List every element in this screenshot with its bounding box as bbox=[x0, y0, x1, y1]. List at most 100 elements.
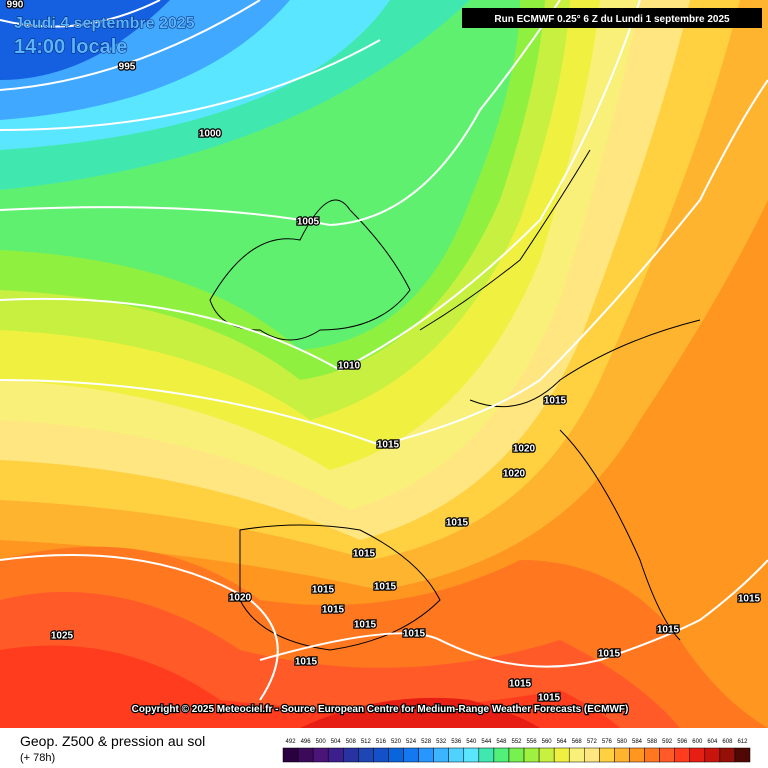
isobar-label: 1000 bbox=[199, 129, 222, 140]
colorbar-swatch bbox=[388, 747, 404, 763]
colorbar-label: 536 bbox=[451, 739, 462, 745]
isobar-label: 1015 bbox=[377, 440, 400, 451]
isobar-label: 1020 bbox=[503, 469, 526, 480]
run-label: Run ECMWF 0.25° 6 Z du Lundi 1 septembre… bbox=[494, 14, 730, 25]
colorbar-swatch bbox=[373, 747, 389, 763]
band bbox=[300, 697, 540, 728]
forecast-date: Jeudi 4 septembre 2025 bbox=[14, 15, 195, 32]
coastline bbox=[209, 199, 411, 341]
colorbar-swatch bbox=[689, 747, 706, 763]
isobar-label: 1015 bbox=[738, 594, 761, 605]
colorbar-label: 584 bbox=[632, 739, 643, 745]
isobar-label: 1015 bbox=[544, 396, 567, 407]
colorbar-label: 548 bbox=[496, 739, 507, 745]
isobar bbox=[0, 79, 768, 447]
isobar-label: 1015 bbox=[403, 629, 426, 640]
colorbar-swatch bbox=[719, 747, 736, 763]
colorbar-swatch bbox=[327, 747, 344, 763]
colorbar-swatch bbox=[433, 747, 449, 763]
colorbar-swatch bbox=[568, 747, 585, 763]
map-area bbox=[0, 0, 768, 728]
colorbar-swatch bbox=[599, 747, 615, 763]
colorbar-label: 600 bbox=[692, 739, 703, 745]
isobar-label: 1015 bbox=[598, 649, 621, 660]
isobar-label: 1015 bbox=[446, 518, 469, 529]
isobar-labels: 990 995 1000 1005 1010 1015 1015 1020 10… bbox=[5, 0, 761, 705]
colorbar-label: 500 bbox=[316, 739, 327, 745]
colorbar-label: 552 bbox=[511, 739, 522, 745]
colorbar-label: 540 bbox=[466, 739, 477, 745]
colorbar-label: 512 bbox=[361, 739, 372, 745]
colorbar-label: 608 bbox=[722, 739, 733, 745]
colorbar-swatch bbox=[463, 747, 480, 763]
isobar bbox=[259, 559, 768, 668]
isobar-label: 1015 bbox=[353, 549, 376, 560]
isobar bbox=[0, 0, 561, 227]
colorbar-label: 520 bbox=[391, 739, 402, 745]
colorbar-label: 568 bbox=[572, 739, 583, 745]
copyright: Copyright © 2025 Meteociel.fr - Source E… bbox=[132, 704, 629, 715]
colorbar-swatch bbox=[674, 747, 690, 763]
run-box bbox=[462, 8, 762, 28]
colorbar-swatch bbox=[282, 747, 299, 763]
colorbar-label: 496 bbox=[301, 739, 312, 745]
colorbar-swatch bbox=[523, 747, 540, 763]
colorbar-label: 532 bbox=[436, 739, 447, 745]
colorbar-swatch bbox=[629, 747, 645, 763]
colorbar-swatch bbox=[343, 747, 359, 763]
colorbar-label: 596 bbox=[677, 739, 688, 745]
isobar-label: 1015 bbox=[657, 625, 680, 636]
colorbar-swatch bbox=[403, 747, 419, 763]
isobar-label: 1015 bbox=[295, 657, 318, 668]
colorbar-swatch bbox=[312, 747, 329, 763]
colorbar-label: 572 bbox=[587, 739, 598, 745]
isobar-label: 1015 bbox=[509, 679, 532, 690]
colorbar-swatch bbox=[418, 747, 434, 763]
colorbar-swatch bbox=[448, 747, 465, 763]
colorbar-swatch bbox=[553, 747, 570, 763]
colorbar-swatch bbox=[584, 747, 600, 763]
colorbar-label: 576 bbox=[602, 739, 613, 745]
colorbar: 492 496 500 504 508 512 516 520 524 528 532 536 540 5… bbox=[282, 739, 751, 763]
isobar-label: 1015 bbox=[538, 693, 561, 704]
isobar-label: 1015 bbox=[374, 582, 397, 593]
isobar-label: 1010 bbox=[338, 361, 361, 372]
colorbar-label: 556 bbox=[527, 739, 538, 745]
colorbar-swatch bbox=[508, 747, 525, 763]
isobar bbox=[0, 0, 641, 372]
colorbar-swatch bbox=[644, 747, 660, 763]
colorbar-label: 516 bbox=[376, 739, 387, 745]
isobar bbox=[0, 39, 381, 131]
colorbar-label: 588 bbox=[647, 739, 658, 745]
colorbar-label: 544 bbox=[481, 739, 492, 745]
isobar bbox=[0, 554, 279, 701]
isobar-label: 990 bbox=[7, 0, 24, 11]
isobar bbox=[0, 0, 261, 91]
isobar-label: 1015 bbox=[322, 605, 345, 616]
isobar bbox=[0, 0, 161, 28]
colorbar-label: 564 bbox=[557, 739, 568, 745]
colorbar-swatch bbox=[614, 747, 630, 763]
colorbar-swatch bbox=[704, 747, 721, 763]
colorbar-label: 612 bbox=[737, 739, 748, 745]
colorbar-swatch bbox=[297, 747, 314, 763]
coastline bbox=[239, 149, 701, 651]
colorbar-swatch bbox=[734, 747, 751, 763]
isobar-label: 1005 bbox=[297, 217, 320, 228]
footer-title: Geop. Z500 & pression au sol bbox=[20, 733, 205, 749]
colorbar-swatch bbox=[538, 747, 555, 763]
colorbar-label: 528 bbox=[421, 739, 432, 745]
isobar-label: 1025 bbox=[51, 631, 74, 642]
isobar-label: 1015 bbox=[354, 620, 377, 631]
colorbar-label: 604 bbox=[707, 739, 718, 745]
colorbar-swatch bbox=[659, 747, 675, 763]
forecast-time: 14:00 locale bbox=[14, 36, 127, 58]
colorbar-label: 580 bbox=[617, 739, 628, 745]
isobar-label: 1020 bbox=[229, 593, 252, 604]
colorbar-swatch bbox=[358, 747, 374, 763]
colorbar-swatch bbox=[478, 747, 495, 763]
colorbar-label: 524 bbox=[406, 739, 417, 745]
colorbar-label: 560 bbox=[542, 739, 553, 745]
colorbar-label: 592 bbox=[662, 739, 673, 745]
